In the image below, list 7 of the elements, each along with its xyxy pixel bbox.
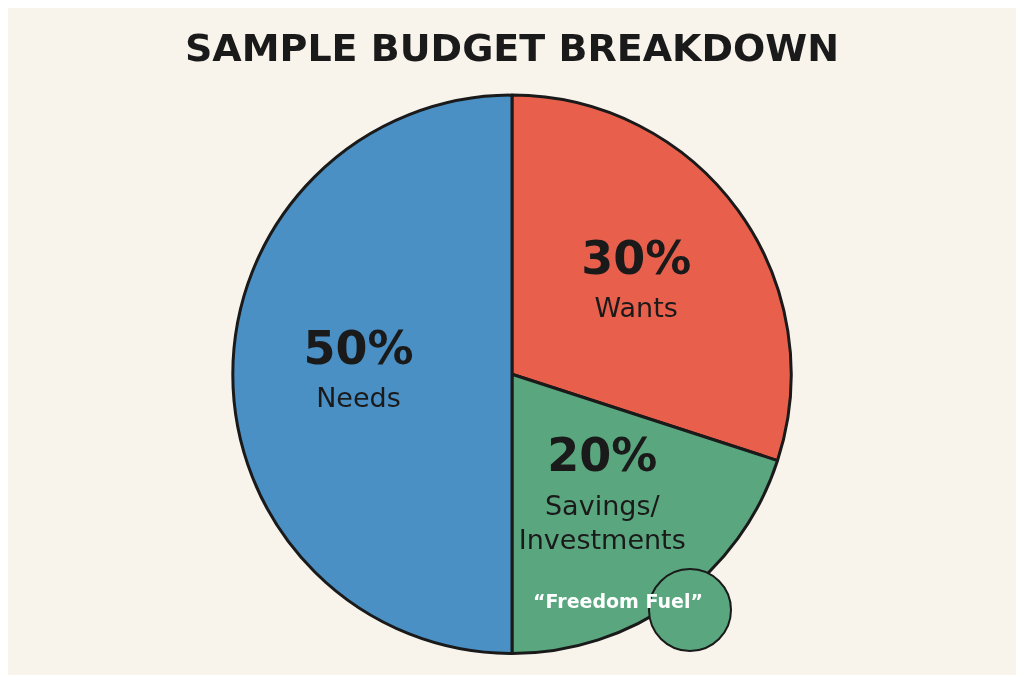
slice-label: Needs — [316, 382, 401, 414]
chart-title: SAMPLE BUDGET BREAKDOWN — [184, 25, 840, 70]
data-label: 50% — [303, 321, 414, 376]
data-label: 20% — [547, 428, 658, 483]
data-label: 30% — [581, 230, 692, 285]
slice-label: Wants — [594, 292, 678, 324]
slice-label: Savings/Investments — [518, 489, 686, 555]
